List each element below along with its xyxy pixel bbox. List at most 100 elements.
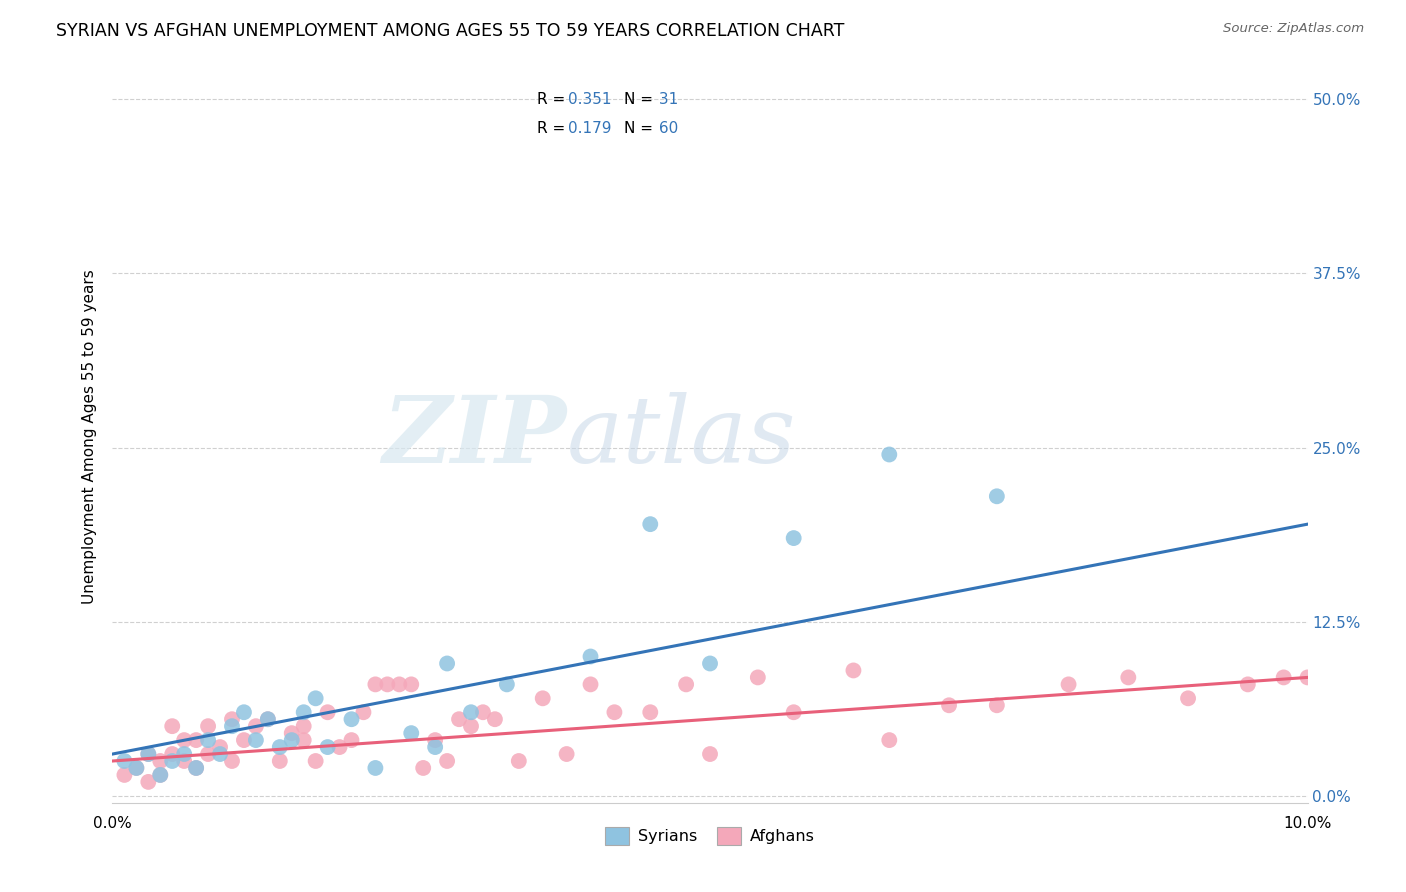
Point	[245, 733, 267, 747]
Point	[340, 733, 363, 747]
Legend: Syrians, Afghans: Syrians, Afghans	[598, 819, 823, 854]
Point	[436, 754, 458, 768]
Point	[162, 719, 183, 733]
Point	[305, 691, 328, 706]
Text: atlas: atlas	[567, 392, 796, 482]
Point	[138, 775, 160, 789]
Point	[938, 698, 960, 713]
Text: SYRIAN VS AFGHAN UNEMPLOYMENT AMONG AGES 55 TO 59 YEARS CORRELATION CHART: SYRIAN VS AFGHAN UNEMPLOYMENT AMONG AGES…	[56, 22, 845, 40]
Point	[1272, 670, 1295, 684]
Point	[125, 761, 148, 775]
Point	[221, 712, 243, 726]
Point	[197, 733, 219, 747]
Point	[1296, 670, 1319, 684]
Point	[472, 705, 495, 719]
Point	[281, 726, 304, 740]
Point	[173, 754, 195, 768]
Point	[425, 733, 447, 747]
Point	[292, 719, 315, 733]
Point	[412, 761, 434, 775]
Point	[699, 747, 721, 761]
Point	[364, 677, 387, 691]
Point	[640, 517, 662, 532]
Point	[579, 649, 602, 664]
Point	[162, 754, 183, 768]
Point	[1118, 670, 1140, 684]
Y-axis label: Unemployment Among Ages 55 to 59 years: Unemployment Among Ages 55 to 59 years	[82, 269, 97, 605]
Point	[879, 733, 901, 747]
Point	[1237, 677, 1260, 691]
Point	[388, 677, 411, 691]
Point	[186, 733, 208, 747]
Point	[496, 677, 519, 691]
Text: 31: 31	[654, 92, 678, 107]
Point	[364, 761, 387, 775]
Point	[209, 740, 232, 755]
Point	[842, 664, 865, 678]
Point	[197, 747, 219, 761]
Point	[460, 705, 482, 719]
Point	[579, 677, 602, 691]
Text: 0.179: 0.179	[568, 121, 612, 136]
Point	[149, 768, 172, 782]
Point	[281, 733, 304, 747]
Point	[233, 733, 256, 747]
Point	[125, 761, 148, 775]
Point	[186, 761, 208, 775]
Point	[436, 657, 458, 671]
Point	[1057, 677, 1080, 691]
Point	[197, 719, 219, 733]
Point	[269, 740, 291, 755]
Point	[747, 670, 769, 684]
Point	[257, 712, 280, 726]
Point	[401, 726, 423, 740]
Point	[221, 719, 243, 733]
Text: N =: N =	[624, 121, 658, 136]
Point	[138, 747, 160, 761]
Point	[114, 768, 135, 782]
Point	[209, 747, 232, 761]
Text: R =: R =	[537, 92, 569, 107]
Point	[316, 740, 339, 755]
Point	[245, 719, 267, 733]
Text: 10.0%: 10.0%	[1284, 816, 1331, 831]
Point	[555, 747, 578, 761]
Text: N =: N =	[624, 92, 658, 107]
Text: 0.0%: 0.0%	[93, 816, 132, 831]
Point	[879, 448, 901, 462]
Point	[783, 705, 806, 719]
Point	[305, 754, 328, 768]
Point	[149, 768, 172, 782]
Point	[173, 733, 195, 747]
Point	[783, 531, 806, 545]
Point	[640, 705, 662, 719]
Point	[329, 740, 352, 755]
Point	[316, 705, 339, 719]
Point	[508, 754, 530, 768]
Text: 60: 60	[654, 121, 678, 136]
Point	[460, 719, 482, 733]
Point	[221, 754, 243, 768]
Point	[162, 747, 183, 761]
Point	[1177, 691, 1199, 706]
Point	[149, 754, 172, 768]
Text: Source: ZipAtlas.com: Source: ZipAtlas.com	[1223, 22, 1364, 36]
Point	[353, 705, 375, 719]
Point	[257, 712, 280, 726]
Point	[292, 705, 315, 719]
Point	[986, 489, 1008, 503]
Point	[449, 712, 471, 726]
Point	[675, 677, 697, 691]
Point	[138, 747, 160, 761]
Text: 0.351: 0.351	[568, 92, 612, 107]
Point	[186, 761, 208, 775]
Point	[173, 747, 195, 761]
Point	[269, 754, 291, 768]
Point	[292, 733, 315, 747]
Point	[484, 712, 506, 726]
Point	[603, 705, 626, 719]
Point	[401, 677, 423, 691]
Point	[340, 712, 363, 726]
Point	[233, 705, 256, 719]
Point	[531, 691, 554, 706]
